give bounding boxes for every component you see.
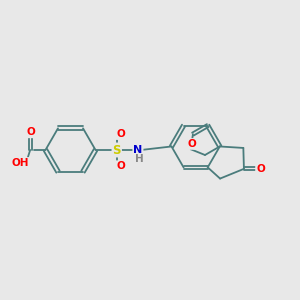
Text: OH: OH: [12, 158, 29, 168]
Text: O: O: [188, 139, 197, 149]
Text: O: O: [27, 127, 36, 137]
Text: O: O: [116, 161, 125, 171]
Text: N: N: [133, 145, 142, 155]
Text: O: O: [116, 129, 125, 139]
Text: H: H: [135, 154, 143, 164]
Text: S: S: [112, 143, 121, 157]
Text: O: O: [256, 164, 265, 174]
